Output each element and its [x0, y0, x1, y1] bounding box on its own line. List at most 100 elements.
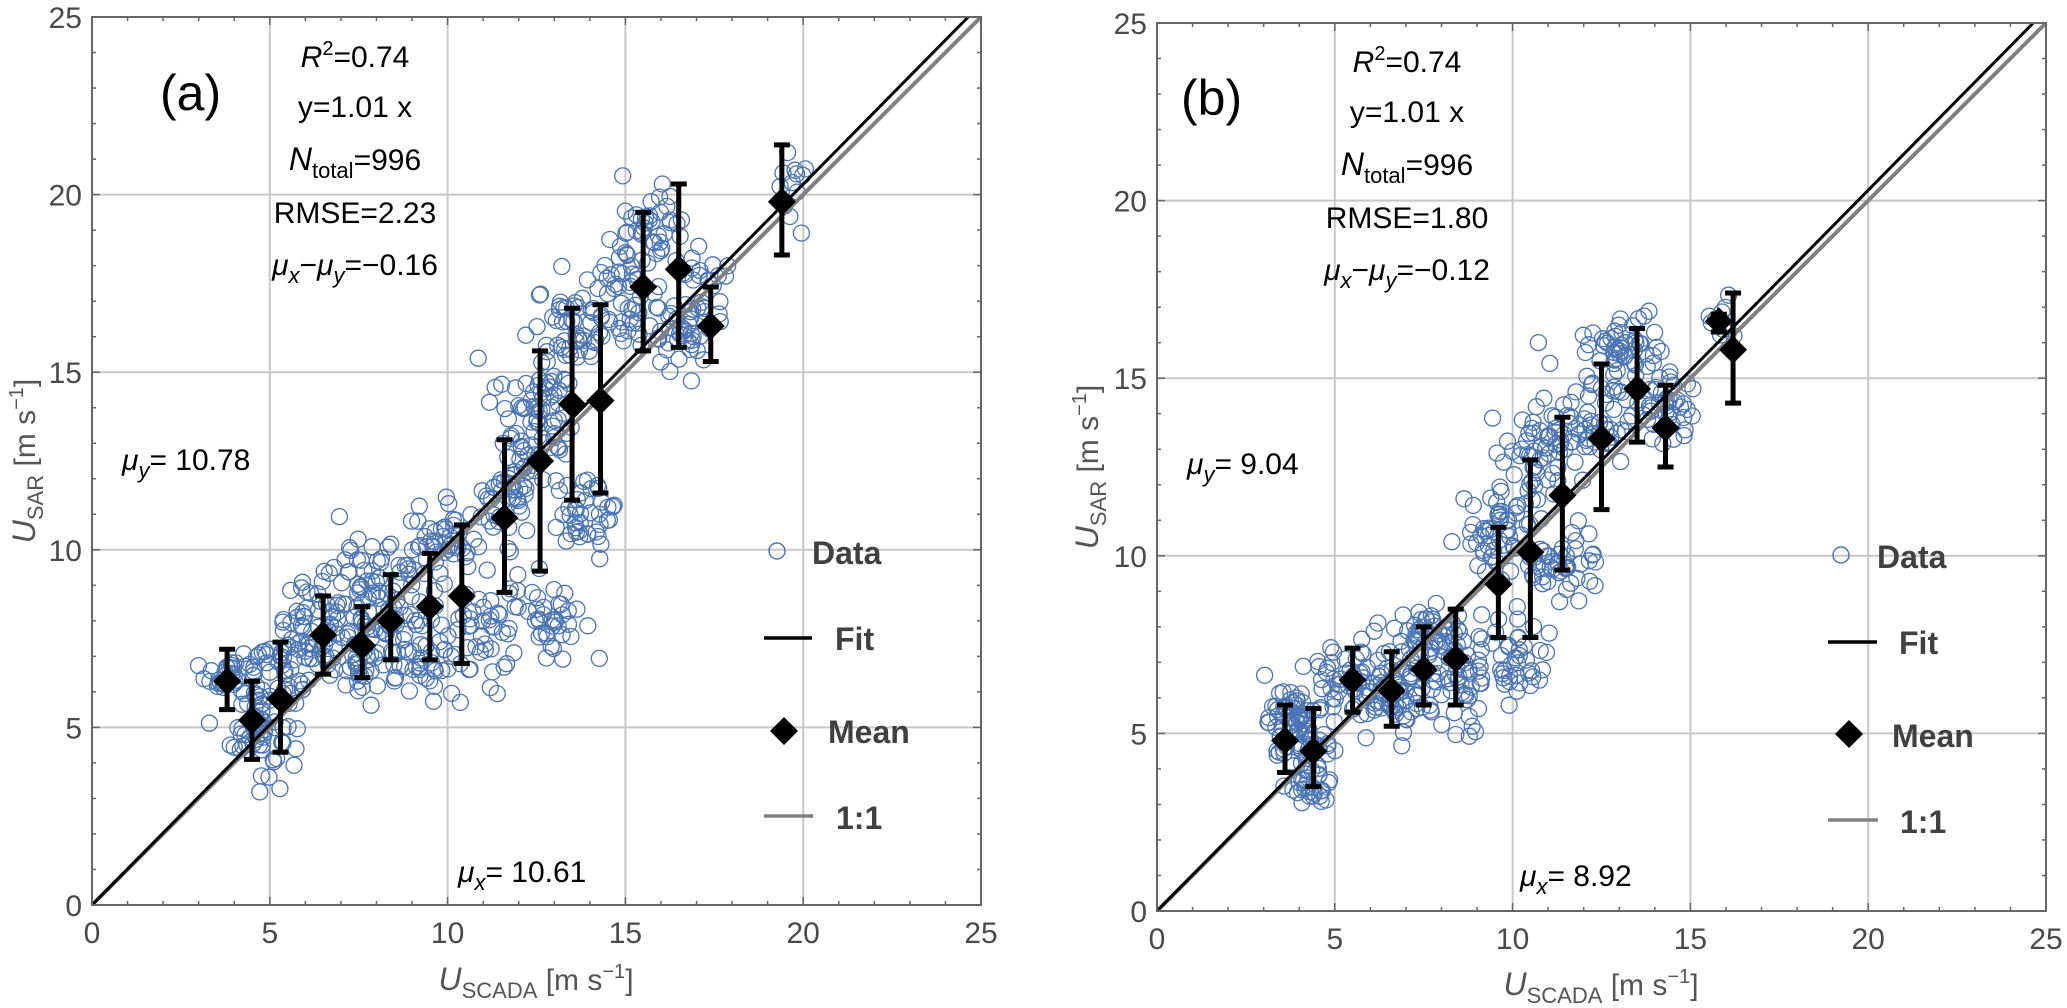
- data-point: [1394, 606, 1412, 624]
- data-point: [1674, 395, 1693, 413]
- data-point: [266, 713, 284, 731]
- data-point: [1462, 678, 1480, 696]
- data-point: [1541, 354, 1559, 373]
- data-point: [1309, 759, 1327, 778]
- data-point: [1579, 336, 1598, 354]
- data-point: [592, 535, 610, 553]
- data-point: [1498, 511, 1516, 529]
- data-point: [653, 175, 672, 193]
- data-point: [247, 677, 266, 695]
- mean-point: [629, 272, 658, 301]
- data-point: [496, 399, 514, 418]
- data-point: [578, 271, 597, 289]
- data-point: [675, 326, 693, 345]
- data-point: [349, 682, 367, 700]
- data-point: [1369, 614, 1387, 632]
- data-point: [505, 644, 523, 662]
- data-point: [1532, 560, 1550, 578]
- data-point: [274, 613, 292, 631]
- data-point: [1530, 671, 1549, 689]
- data-point: [257, 645, 276, 664]
- data-point: [1550, 593, 1569, 611]
- data-point: [787, 165, 806, 183]
- mean-point: [376, 606, 405, 635]
- y-tick-label: 20: [1114, 186, 1147, 219]
- data-point: [411, 536, 429, 555]
- data-point: [478, 561, 496, 579]
- data-point: [274, 733, 292, 752]
- data-point: [349, 575, 367, 593]
- legend: Data Fit Mean 1:1: [764, 535, 910, 836]
- data-point: [1579, 403, 1597, 421]
- data-point: [1606, 327, 1625, 346]
- x-tick-label: 25: [2029, 923, 2062, 956]
- y-tick-label: 15: [1114, 363, 1147, 396]
- data-point: [1299, 762, 1317, 781]
- data-point: [1549, 458, 1567, 476]
- legend-mean-marker: [1835, 720, 1863, 748]
- data-point: [359, 618, 377, 636]
- y-tick-label: 10: [49, 535, 82, 568]
- data-point: [255, 724, 273, 742]
- data-point: [245, 658, 263, 676]
- data-point: [290, 672, 308, 690]
- data-point: [530, 286, 549, 304]
- data-point: [1513, 411, 1532, 429]
- data-point: [1570, 425, 1588, 443]
- data-point: [1492, 482, 1510, 500]
- data-point: [1357, 729, 1375, 747]
- data-point: [1294, 657, 1312, 676]
- data-point: [1452, 676, 1470, 694]
- data-point: [551, 293, 570, 311]
- data-point: [516, 485, 534, 504]
- mean-point: [415, 592, 444, 621]
- data-point: [658, 197, 676, 216]
- data-point: [528, 588, 547, 607]
- data-point: [661, 362, 679, 381]
- data-point: [1640, 302, 1658, 320]
- data-point: [1586, 553, 1605, 571]
- data-point: [1317, 663, 1336, 681]
- data-point: [1455, 490, 1473, 508]
- data-point: [464, 603, 482, 621]
- data-point: [1505, 466, 1523, 484]
- data-point: [1485, 523, 1503, 541]
- data-point: [672, 211, 691, 229]
- data-point: [1320, 771, 1339, 789]
- data-point: [349, 530, 367, 548]
- data-point: [251, 783, 269, 801]
- data-point: [1678, 375, 1697, 393]
- data-point: [488, 684, 506, 703]
- data-point: [527, 600, 546, 618]
- legend-data-label: Data: [812, 535, 882, 571]
- data-point: [1347, 650, 1365, 668]
- mean-point: [526, 447, 555, 475]
- data-point: [1281, 691, 1299, 709]
- data-point: [1472, 606, 1491, 624]
- data-point: [1644, 346, 1662, 365]
- x-tick-label: 10: [431, 917, 464, 950]
- data-point: [1469, 662, 1488, 680]
- mean-point: [767, 187, 796, 216]
- data-point: [437, 488, 455, 506]
- data-point: [1524, 617, 1543, 636]
- y-axis-label: USAR [m s−1]: [6, 379, 48, 544]
- data-point: [498, 655, 516, 673]
- data-point: [1461, 523, 1480, 542]
- data-point: [1537, 643, 1556, 662]
- data-point: [1580, 552, 1598, 570]
- data-point: [416, 527, 434, 546]
- data-point: [1611, 452, 1630, 471]
- data-point: [200, 714, 219, 732]
- data-point: [651, 233, 669, 251]
- y-tick-label: 0: [65, 890, 82, 923]
- data-point: [579, 617, 597, 635]
- data-point: [619, 322, 637, 340]
- data-point: [682, 303, 700, 321]
- data-point: [556, 584, 574, 602]
- data-point: [652, 353, 670, 371]
- data-point: [560, 374, 578, 393]
- data-point: [1294, 715, 1312, 733]
- data-point: [1288, 713, 1306, 731]
- data-point: [442, 684, 461, 703]
